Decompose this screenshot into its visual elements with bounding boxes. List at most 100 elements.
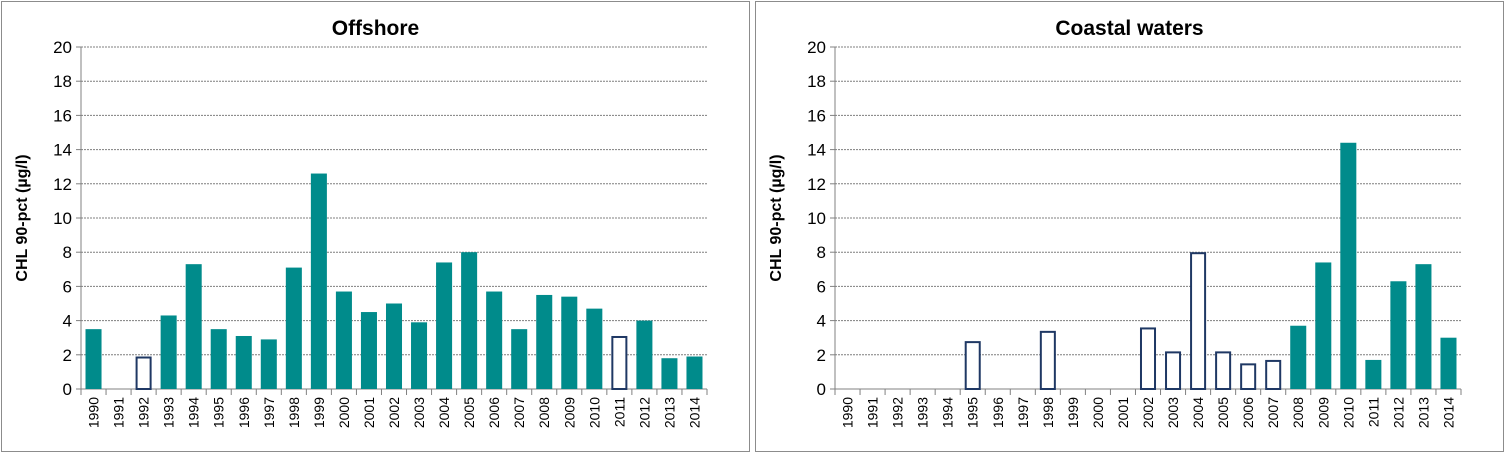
y-tick-label: 14 (53, 141, 72, 160)
x-tick-label: 2005 (1215, 397, 1231, 428)
x-tick-label: 2002 (1140, 397, 1156, 428)
bar-2008 (536, 294, 553, 389)
x-tick-label: 1994 (940, 397, 956, 428)
bar-2012 (1390, 281, 1407, 389)
x-tick-label: 1993 (915, 397, 931, 428)
chart-offshore: Offshore CHL 90-pct (µg/l) 0 2 4 6 8 10 12 14 16 18… (14, 17, 708, 428)
bar-2010 (586, 308, 603, 389)
x-tick-label: 1995 (211, 397, 227, 428)
chart-panel-coastal: Coastal waters CHL 90-pct (µg/l) 0 2 4 6 8 10 12… (755, 1, 1504, 452)
x-tick-label: 1997 (261, 397, 277, 428)
x-tick-label: 1992 (890, 397, 906, 428)
y-tick-label: 16 (53, 106, 72, 125)
x-tick-label: 1999 (311, 397, 327, 428)
x-tick-label: 2001 (1115, 397, 1131, 428)
y-tick-label: 10 (807, 209, 826, 228)
bar-2011 (611, 335, 628, 390)
x-tick-label: 2009 (561, 397, 577, 428)
x-tick-label: 2012 (636, 397, 652, 428)
x-tick-label: 2003 (1165, 397, 1181, 428)
bar-2014 (1440, 337, 1457, 389)
bar-2002 (1139, 327, 1157, 391)
bar-2004 (436, 262, 453, 389)
y-tick-label: 14 (807, 141, 826, 160)
bar-2008 (1290, 325, 1307, 389)
x-tick-label: 2007 (511, 397, 527, 428)
bar-1994 (185, 264, 202, 389)
y-axis-label: CHL 90-pct (µg/l) (768, 154, 785, 281)
x-tick-label: 1998 (1040, 397, 1056, 428)
x-tick-label: 1999 (1065, 397, 1081, 428)
bar-2006 (1240, 363, 1257, 391)
y-tick-label: 2 (817, 346, 826, 365)
bar-1995 (210, 329, 227, 389)
y-tick-label: 18 (807, 72, 826, 91)
x-tick-label: 1996 (990, 397, 1006, 428)
y-tick-label: 20 (807, 38, 826, 57)
y-tick-label: 10 (53, 209, 72, 228)
bar-1995 (964, 341, 981, 390)
bar-2011 (1365, 359, 1382, 389)
x-tick-label: 1996 (236, 397, 252, 428)
x-tick-label: 1994 (186, 397, 202, 428)
y-tick-label: 0 (817, 380, 826, 399)
bar-1999 (310, 173, 327, 389)
y-axis-label: CHL 90-pct (µg/l) (14, 154, 31, 281)
bar-2006 (486, 291, 503, 389)
x-tick-label: 2011 (1365, 397, 1381, 427)
y-tick-label: 8 (817, 243, 826, 262)
bar-1990 (85, 329, 102, 389)
x-tick-label: 2006 (1240, 397, 1256, 428)
x-tick-label: 2012 (1390, 397, 1406, 428)
bar-1996 (235, 335, 252, 389)
x-tick-label: 2003 (411, 397, 427, 428)
chart-panel-offshore: Offshore CHL 90-pct (µg/l) 0 2 4 6 8 10 12 14 16 18… (1, 1, 750, 452)
x-tick-label: 2006 (486, 397, 502, 428)
x-tick-label: 1998 (286, 397, 302, 428)
x-tick-label: 2008 (1290, 397, 1306, 428)
bar-1998 (285, 267, 302, 389)
x-tick-label: 2000 (1090, 397, 1106, 428)
x-tick-label: 1990 (86, 397, 102, 428)
x-tick-label: 2010 (586, 397, 602, 428)
bar-2003 (411, 322, 428, 389)
bar-2012 (636, 320, 653, 389)
x-tick-label: 2013 (1415, 397, 1431, 428)
bar-2004 (1190, 252, 1207, 390)
x-tick-label: 2009 (1315, 397, 1331, 428)
y-tick-label: 8 (63, 243, 72, 262)
x-tick-label: 2013 (661, 397, 677, 428)
x-tick-label: 2014 (686, 397, 702, 428)
y-tick-label: 12 (53, 175, 72, 194)
bar-2007 (511, 329, 528, 389)
x-tick-label: 1990 (840, 397, 856, 428)
bar-2005 (461, 252, 478, 389)
x-tick-label: 2008 (536, 397, 552, 428)
bar-1992 (135, 356, 152, 391)
bar-2005 (1215, 351, 1232, 391)
chart-coastal: Coastal waters CHL 90-pct (µg/l) 0 2 4 6 8 10 12… (768, 17, 1462, 428)
bar-1997 (260, 339, 277, 389)
y-tick-label: 18 (53, 72, 72, 91)
x-tick-label: 1993 (161, 397, 177, 428)
bar-2000 (335, 291, 352, 389)
bar-2001 (360, 312, 377, 389)
x-tick-label: 2000 (336, 397, 352, 428)
bar-2013 (1415, 264, 1432, 389)
x-tick-label: 2007 (1265, 397, 1281, 428)
x-tick-label: 2010 (1340, 397, 1356, 428)
y-tick-label: 20 (53, 38, 72, 57)
chart-title: Coastal waters (1055, 17, 1203, 40)
y-tick-label: 12 (807, 175, 826, 194)
x-tick-label: 2014 (1440, 397, 1456, 428)
x-tick-label: 2001 (361, 397, 377, 428)
x-tick-label: 2005 (461, 397, 477, 428)
bar-2014 (686, 356, 703, 389)
bar-2009 (561, 296, 578, 389)
x-tick-label: 1991 (865, 397, 881, 428)
x-tick-label: 2011 (611, 397, 627, 427)
bar-2010 (1340, 142, 1357, 389)
bar-2009 (1315, 262, 1332, 389)
chart-title: Offshore (332, 17, 420, 40)
x-tick-label: 1991 (111, 397, 127, 428)
